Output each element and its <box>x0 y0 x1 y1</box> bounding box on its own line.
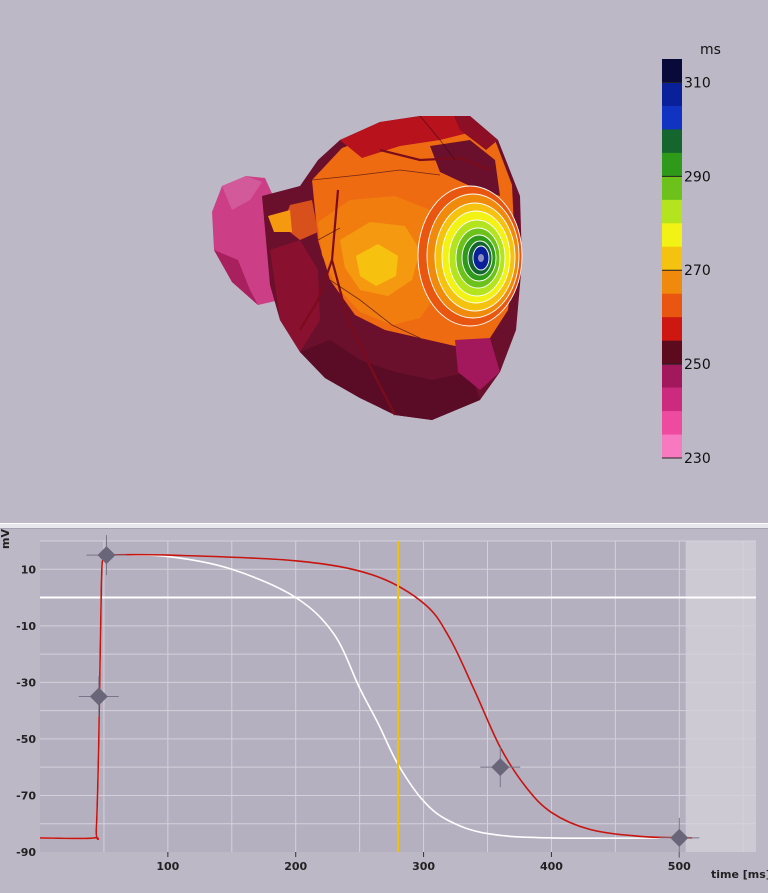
diamond-marker[interactable] <box>480 747 521 788</box>
diamond-marker[interactable] <box>86 535 127 576</box>
action-potential-plot-panel[interactable]: 100 200 300 400 500 10 -10 -30 -50 -70 -90 mV tim… <box>0 529 768 889</box>
y-tick-label: -50 <box>16 733 36 746</box>
heart-model-view[interactable] <box>0 0 768 523</box>
x-tick-label: 500 <box>668 860 691 873</box>
x-tick-label: 200 <box>284 860 307 873</box>
x-tick-label: 100 <box>156 860 179 873</box>
y-axis-label: mV <box>0 529 12 549</box>
out-of-range-shading <box>685 541 756 852</box>
y-tick-label: -10 <box>16 620 36 633</box>
x-axis-ticks: 100 200 300 400 500 <box>156 852 691 873</box>
y-tick-label: 10 <box>21 563 37 576</box>
x-tick-label: 400 <box>540 860 563 873</box>
diamond-marker[interactable] <box>78 676 119 717</box>
y-tick-label: -90 <box>16 846 36 859</box>
3d-viewport[interactable]: ms 310 290 270 250 230 <box>0 0 768 523</box>
y-tick-label: -70 <box>16 789 36 802</box>
selected-trace <box>39 553 693 841</box>
heart-surface[interactable] <box>212 115 523 420</box>
diamond-marker[interactable] <box>659 817 700 858</box>
trace-markers[interactable] <box>78 535 700 858</box>
y-tick-label: -30 <box>16 676 36 689</box>
panel-splitter[interactable] <box>0 523 768 529</box>
x-tick-label: 300 <box>412 860 435 873</box>
action-potential-chart[interactable]: 100 200 300 400 500 10 -10 -30 -50 -70 -90 mV tim… <box>0 529 768 889</box>
isochrone-spot <box>417 185 523 327</box>
y-axis-ticks: 10 -10 -30 -50 -70 -90 <box>16 563 36 859</box>
x-axis-label: time [ms] <box>711 868 768 881</box>
